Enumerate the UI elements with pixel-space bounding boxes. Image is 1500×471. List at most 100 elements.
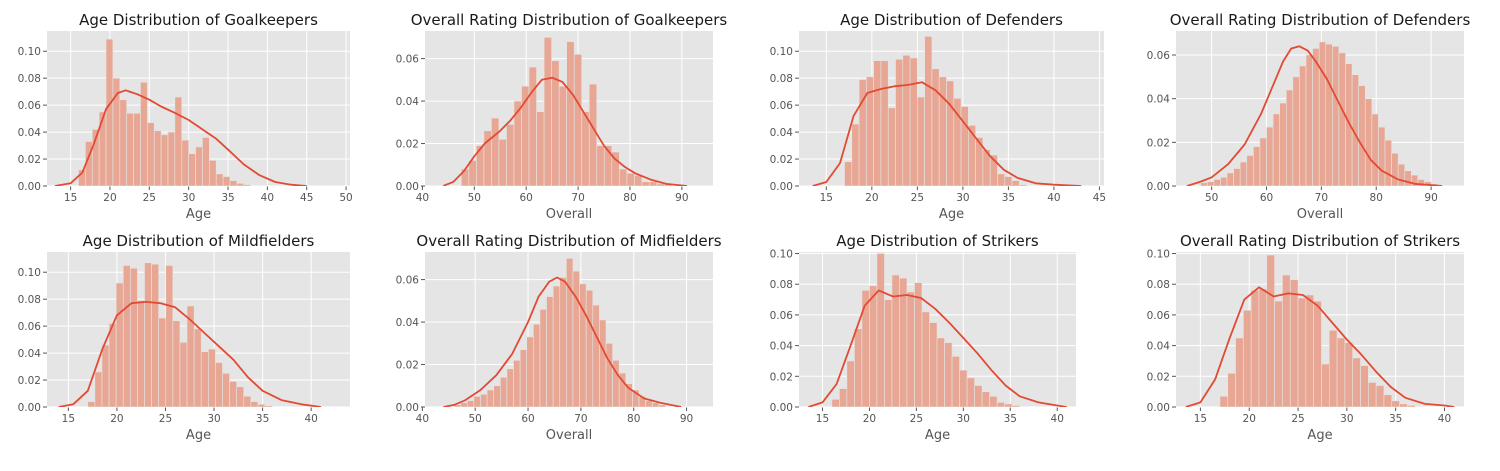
histogram-bar	[929, 322, 938, 407]
histogram-bar	[491, 117, 500, 186]
histogram-bar	[1305, 294, 1314, 407]
x-tick-label: 40	[304, 413, 317, 425]
histogram-bar	[1336, 337, 1346, 407]
x-tick-label: 70	[1315, 192, 1328, 204]
x-tick-label: 45	[1093, 192, 1106, 204]
kde-series	[812, 81, 1082, 186]
x-tick-label: 25	[1291, 413, 1304, 425]
x-axis-label: Overall	[1297, 207, 1343, 222]
histogram-bar	[209, 160, 217, 186]
x-tick-label: 15	[62, 413, 75, 425]
histogram-bar	[844, 161, 853, 186]
histogram-bar	[966, 377, 975, 407]
histogram-bars	[453, 258, 666, 407]
histogram-bar	[153, 130, 162, 186]
y-tick-label: 0.10	[1147, 249, 1170, 261]
y-tick-label: 0.02	[18, 154, 41, 166]
x-tick-label: 70	[571, 192, 584, 204]
histogram-bar	[539, 309, 547, 407]
histogram-bar	[1239, 161, 1248, 186]
subplot-6: 40 50 60 70 80 90 0.00 0.02 0.04 0.06 Overall Rati…	[396, 232, 722, 443]
x-tick-label: 35	[1002, 192, 1015, 204]
kde-line	[1185, 286, 1455, 407]
y-tick-label: 0.04	[18, 127, 42, 139]
histogram-bar	[924, 36, 933, 186]
histogram-bar	[115, 282, 124, 407]
histogram-bar	[1378, 126, 1386, 186]
histogram-bar	[873, 60, 882, 186]
histogram-bar	[1299, 65, 1307, 186]
histogram-bar	[1227, 372, 1236, 407]
histogram-bar	[165, 265, 174, 407]
histogram-bar	[891, 274, 900, 407]
y-tick-label: 0.06	[18, 321, 42, 333]
y-tick-label: 0.00	[770, 402, 793, 414]
x-tick-label: 40	[1051, 413, 1064, 425]
x-tick-label: 30	[957, 413, 970, 425]
histogram-bar	[989, 154, 998, 186]
histogram-bar	[486, 389, 494, 407]
histogram-bar	[181, 139, 189, 186]
histogram-bar	[1297, 297, 1307, 407]
histogram-bar	[243, 184, 251, 186]
histogram-bar	[1368, 382, 1377, 407]
histogram-bar	[1312, 48, 1320, 186]
histogram-bar	[599, 319, 607, 407]
histogram-bar	[98, 111, 107, 186]
histogram-bar	[87, 401, 96, 407]
x-tick-label: 80	[623, 192, 636, 204]
kde-series	[443, 276, 682, 407]
kde-line	[443, 276, 682, 407]
histogram-bar	[596, 145, 605, 186]
histogram-bar	[498, 138, 507, 186]
histogram-bar	[846, 360, 855, 407]
histogram-bar	[236, 183, 245, 186]
x-tick-label: 15	[820, 192, 833, 204]
histogram-bar	[944, 342, 953, 407]
x-tick-label: 90	[1424, 192, 1437, 204]
histogram-bar	[243, 395, 252, 407]
x-tick-label: 20	[103, 192, 116, 204]
histogram-bar	[1235, 337, 1244, 407]
histogram-bar	[1243, 310, 1252, 407]
subplot-title: Overall Rating Distribution of Goalkeepe…	[411, 11, 728, 29]
x-tick-label: 50	[469, 413, 482, 425]
histogram-bar	[921, 311, 930, 407]
histogram-bar	[1397, 163, 1406, 186]
histogram-bars	[461, 37, 673, 186]
x-tick-label: 50	[1205, 192, 1218, 204]
histogram-bar	[480, 393, 488, 407]
y-tick-label: 0.08	[1147, 279, 1170, 291]
y-tick-label: 0.08	[18, 73, 41, 85]
y-tick-label: 0.04	[396, 317, 420, 329]
histogram-bar	[960, 106, 969, 186]
x-tick-label: 30	[1340, 413, 1353, 425]
histogram-bar	[215, 173, 224, 186]
histogram-bar	[1371, 113, 1379, 186]
histogram-bar	[506, 124, 515, 186]
y-tick-label: 0.04	[18, 348, 42, 360]
histogram-bar	[854, 328, 863, 407]
histogram-bar	[1206, 181, 1215, 186]
y-tick-label: 0.02	[396, 139, 419, 151]
x-tick-label: 15	[64, 192, 77, 204]
histogram-bar	[1011, 180, 1020, 186]
histogram-bar	[876, 253, 885, 407]
histogram-bar	[160, 134, 169, 186]
x-tick-label: 20	[865, 192, 878, 204]
histogram-bar	[473, 396, 481, 407]
x-tick-label: 80	[1370, 192, 1383, 204]
kde-line	[442, 76, 688, 186]
histogram-bars	[844, 36, 1027, 186]
histogram-bar	[1391, 152, 1399, 186]
histogram-bars	[78, 38, 251, 186]
histogram-bar	[951, 356, 960, 407]
y-tick-label: 0.02	[770, 371, 793, 383]
histogram-bar	[1318, 41, 1327, 186]
histogram-bar	[1407, 405, 1416, 407]
histogram-bar	[656, 183, 665, 186]
y-tick-label: 0.04	[1147, 94, 1171, 106]
x-tick-label: 60	[521, 413, 534, 425]
histogram-bar	[649, 181, 658, 186]
